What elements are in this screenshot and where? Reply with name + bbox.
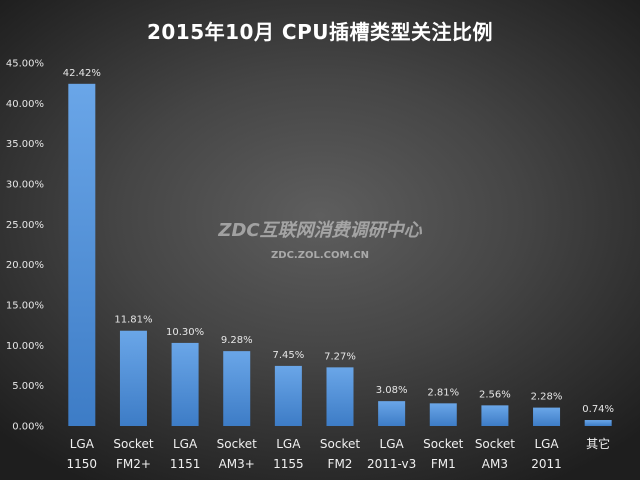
y-tick-label: 20.00% [6,260,44,271]
x-tick-label: AM3+ [219,457,255,471]
y-tick-label: 25.00% [6,220,44,231]
y-tick-label: 45.00% [6,59,44,70]
bar [378,401,406,426]
bar [119,330,147,426]
x-axis: LGA 1150 Socket FM2+ LGA 1151 Socket AM3+ LGA 115… [67,436,611,471]
y-tick-label: 35.00% [6,139,44,150]
x-tick-label: 1150 [67,457,98,471]
y-axis: 0.00% 5.00% 10.00% 15.00% 20.00% 25.00% 30.00%… [6,59,44,433]
x-tick-label: 2011-v3 [367,457,416,471]
x-tick-label: FM2 [328,457,353,471]
bar [326,367,354,426]
x-tick-label: 其它 [586,436,610,451]
bar [481,405,509,426]
data-labels: 42.42% 11.81% 10.30% 9.28% 7.45% 7.27% 3.08% 2.… [63,68,614,415]
y-tick-label: 30.00% [6,180,44,191]
x-tick-label: LGA [70,437,95,451]
x-tick-label: LGA [380,437,405,451]
watermark-sub: ZDC.ZOL.COM.CN [271,250,369,261]
y-tick-label: 15.00% [6,301,44,312]
x-tick-label: Socket [217,437,257,451]
x-tick-label: FM2+ [116,457,151,471]
x-tick-label: AM3 [482,457,508,471]
data-label: 42.42% [63,68,101,79]
x-tick-label: 2011 [531,457,562,471]
x-tick-label: LGA [276,437,301,451]
bar [274,365,302,426]
data-label: 7.45% [272,350,304,361]
data-label: 11.81% [114,315,152,326]
x-tick-label: Socket [320,437,360,451]
data-label: 2.28% [531,392,563,403]
y-tick-label: 40.00% [6,99,44,110]
data-label: 9.28% [221,335,253,346]
x-tick-label: 1155 [273,457,304,471]
data-label: 2.56% [479,389,511,400]
bar [171,342,199,426]
data-label: 7.27% [324,351,356,362]
x-tick-label: LGA [173,437,198,451]
x-tick-label: Socket [113,437,153,451]
y-tick-label: 0.00% [12,422,44,433]
watermark-main: ZDC互联网消费调研中心 [217,220,422,241]
bar [68,83,96,426]
x-tick-label: Socket [475,437,515,451]
y-tick-label: 10.00% [6,341,44,352]
x-tick-label: 1151 [170,457,201,471]
x-tick-label: FM1 [431,457,456,471]
data-label: 2.81% [427,387,459,398]
chart-title: 2015年10月 CPU插槽类型关注比例 [146,20,494,44]
x-tick-label: Socket [423,437,463,451]
data-label: 0.74% [582,404,614,415]
bar [584,420,612,426]
bar [429,403,457,426]
bar [223,351,251,426]
x-tick-label: LGA [534,437,559,451]
y-tick-label: 5.00% [12,381,44,392]
watermark: ZDC互联网消费调研中心 ZDC.ZOL.COM.CN [217,220,422,261]
bar [533,407,561,426]
data-label: 3.08% [376,385,408,396]
data-label: 10.30% [166,327,204,338]
bars [68,83,612,426]
